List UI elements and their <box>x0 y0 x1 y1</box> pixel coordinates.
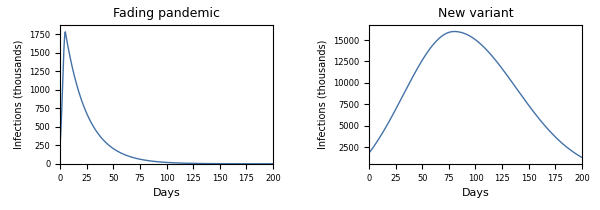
Y-axis label: Infections (thousands): Infections (thousands) <box>317 40 328 149</box>
Title: Fading pandemic: Fading pandemic <box>113 7 220 20</box>
X-axis label: Days: Days <box>461 188 490 198</box>
Y-axis label: Infections (thousands): Infections (thousands) <box>14 40 23 149</box>
Title: New variant: New variant <box>437 7 513 20</box>
X-axis label: Days: Days <box>152 188 181 198</box>
